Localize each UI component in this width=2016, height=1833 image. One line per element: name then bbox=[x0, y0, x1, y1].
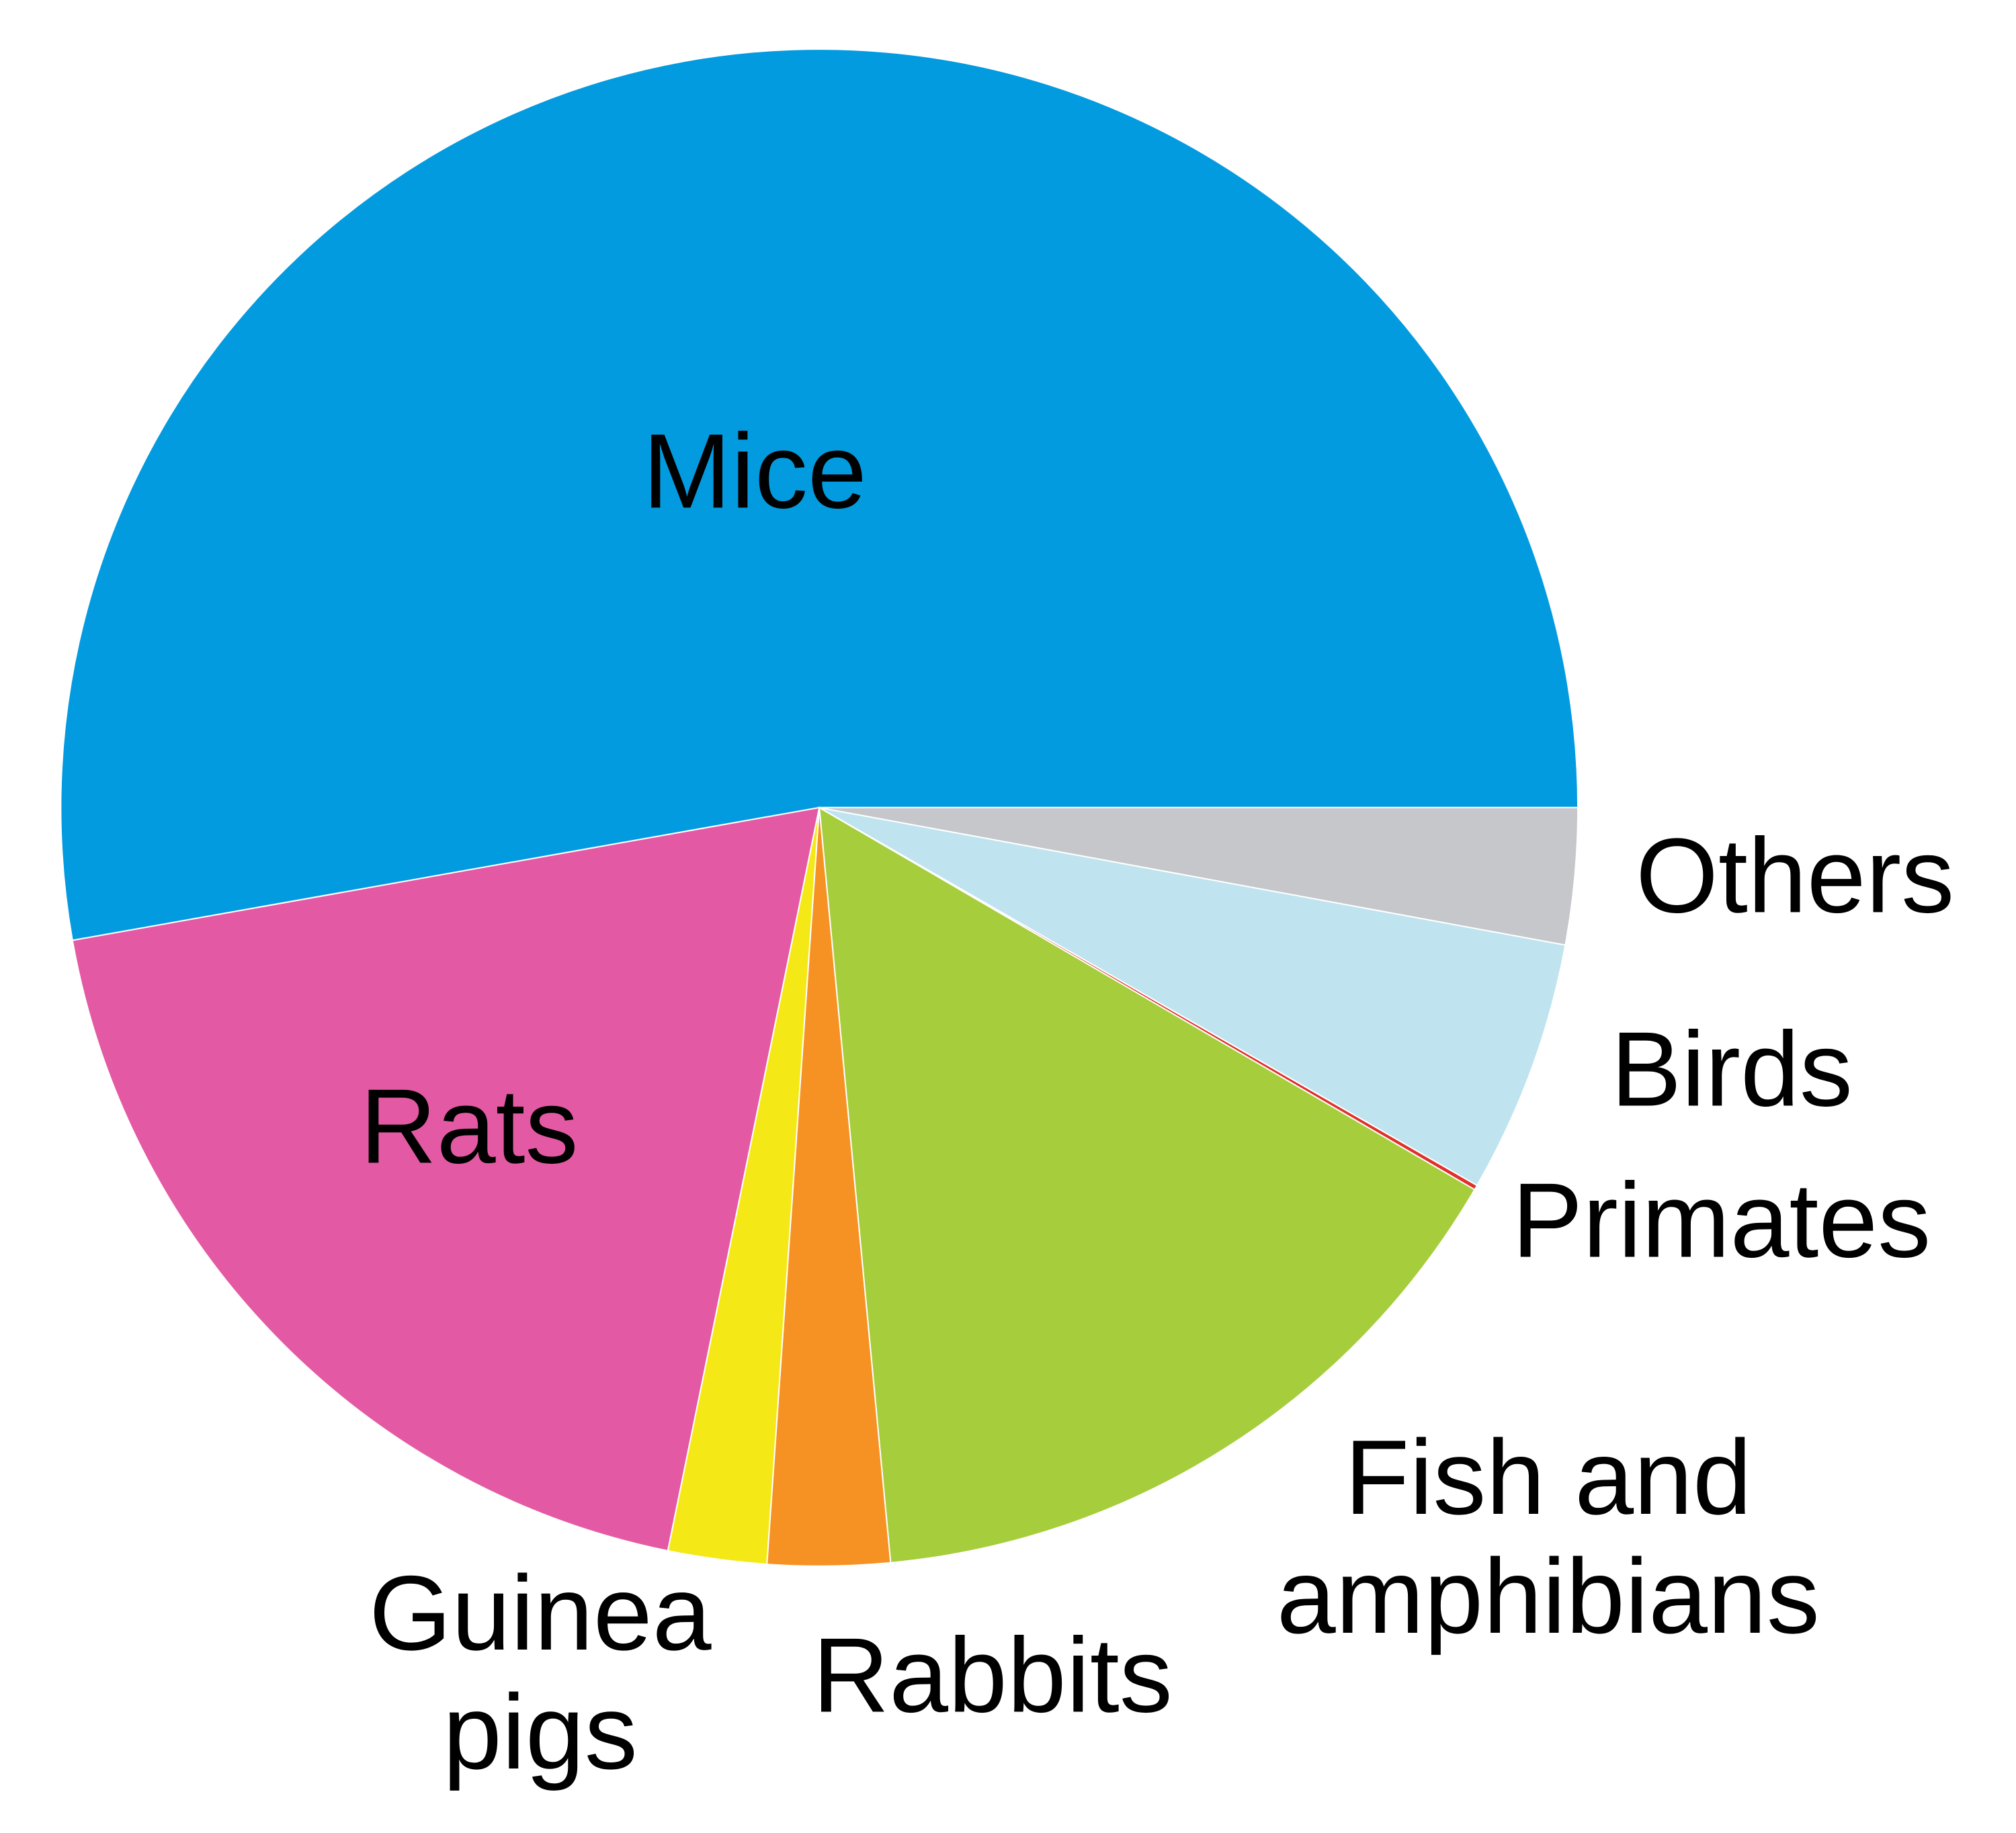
slice-label: Fish and amphibians bbox=[1276, 1418, 1820, 1656]
slice-label: Mice bbox=[642, 412, 867, 531]
slice-label: Guinea pigs bbox=[369, 1554, 712, 1792]
slice-label: Birds bbox=[1610, 1010, 1853, 1129]
pie-slice bbox=[818, 806, 1476, 1564]
slice-label: Rabbits bbox=[812, 1616, 1173, 1735]
pie-slice bbox=[818, 806, 1566, 1187]
slice-label: Primates bbox=[1511, 1161, 1931, 1280]
slice-label: Rats bbox=[360, 1067, 579, 1186]
pie-slice bbox=[819, 806, 1579, 946]
pie-slice bbox=[71, 806, 821, 1552]
pie-slice bbox=[60, 48, 1579, 941]
slice-label: Others bbox=[1636, 816, 1955, 935]
